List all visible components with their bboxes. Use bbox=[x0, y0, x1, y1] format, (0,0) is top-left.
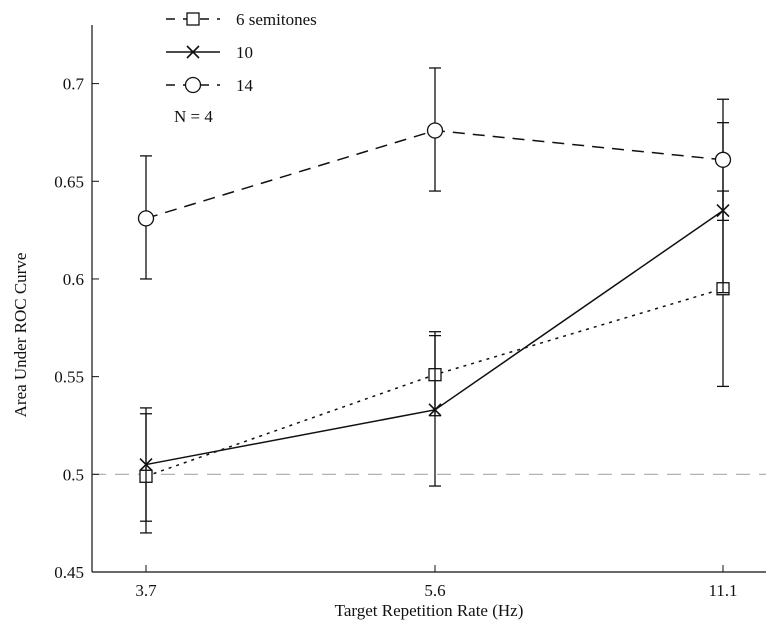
x-marker bbox=[428, 403, 442, 417]
legend-item: 6 semitones bbox=[166, 10, 317, 29]
circle-marker bbox=[714, 151, 732, 168]
y-tick-label: 0.5 bbox=[63, 465, 84, 484]
y-ticks: 0.45 0.5 0.55 0.6 0.65 0.7 bbox=[54, 75, 99, 582]
x-ticks: 3.7 5.6 11.1 bbox=[135, 565, 738, 600]
x-marker bbox=[186, 45, 200, 59]
axes bbox=[91, 25, 766, 573]
legend: 6 semitones 10 14 bbox=[166, 10, 317, 95]
x-marker bbox=[139, 457, 153, 472]
legend-label: 14 bbox=[236, 76, 254, 95]
y-axis-label: Area Under ROC Curve bbox=[11, 253, 30, 418]
x-tick-label: 5.6 bbox=[424, 581, 445, 600]
legend-item: 10 bbox=[166, 43, 253, 62]
x-axis-label: Target Repetition Rate (Hz) bbox=[335, 601, 524, 620]
circle-marker bbox=[184, 76, 202, 94]
series-layer bbox=[137, 67, 732, 534]
circle-marker bbox=[426, 122, 444, 139]
x-tick-label: 3.7 bbox=[135, 581, 157, 600]
y-tick-label: 0.65 bbox=[54, 172, 84, 191]
circle-marker bbox=[137, 210, 155, 227]
legend-label: 10 bbox=[236, 43, 253, 62]
legend-item: 14 bbox=[166, 76, 254, 95]
y-tick-label: 0.7 bbox=[63, 75, 85, 94]
legend-label: 6 semitones bbox=[236, 10, 317, 29]
y-tick-label: 0.55 bbox=[54, 368, 84, 387]
y-tick-label: 0.6 bbox=[63, 270, 84, 289]
y-tick-label: 0.45 bbox=[54, 563, 84, 582]
series-2 bbox=[137, 67, 732, 280]
n-annotation: N = 4 bbox=[174, 107, 213, 126]
square-marker bbox=[186, 12, 200, 26]
x-tick-label: 11.1 bbox=[708, 581, 737, 600]
